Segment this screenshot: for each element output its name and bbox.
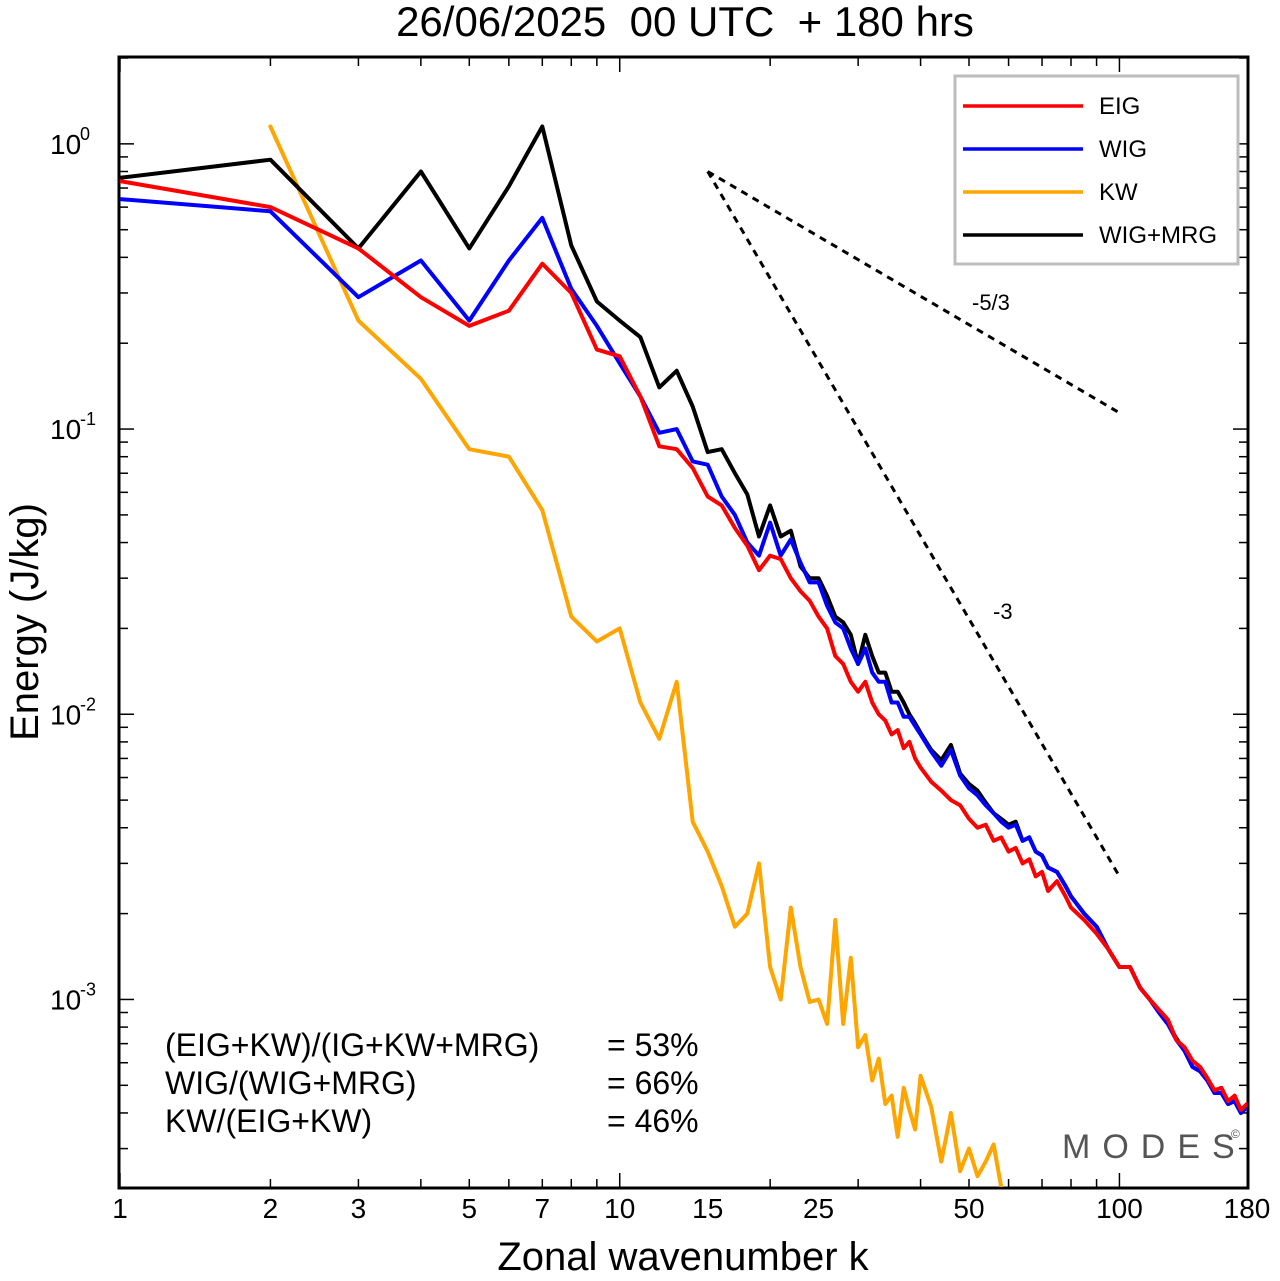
y-tick-label: 10-3 xyxy=(50,979,96,1015)
x-tick-label: 5 xyxy=(461,1193,477,1224)
y-tick-label-base: 10 xyxy=(50,699,81,730)
legend-label: WIG+MRG xyxy=(1099,222,1217,249)
reference-line-label: -5/3 xyxy=(972,290,1010,315)
y-tick-label-exponent: -1 xyxy=(80,409,96,429)
ratio-label: WIG/(WIG+MRG) xyxy=(165,1065,417,1101)
reference-line-slope xyxy=(706,170,1121,415)
y-tick-label-exponent: 0 xyxy=(80,124,90,144)
ratio-label: (EIG+KW)/(IG+KW+MRG) xyxy=(165,1027,539,1063)
reference-line-slope xyxy=(706,170,1121,878)
modes-logo: MODES © xyxy=(1062,1127,1247,1166)
series-line-wig xyxy=(120,197,1247,1115)
legend-label: EIG xyxy=(1099,93,1140,120)
y-tick-label-base: 10 xyxy=(50,414,81,445)
logo-copyright-mark: © xyxy=(1231,1127,1240,1141)
series-line-kw xyxy=(268,124,1004,1187)
legend-label: KW xyxy=(1099,179,1138,206)
ratio-value: = 46% xyxy=(607,1103,699,1139)
plot-frame xyxy=(117,55,1250,1190)
series-line-eig xyxy=(120,179,1247,1112)
y-tick-label-base: 10 xyxy=(50,984,81,1015)
ratio-label: KW/(EIG+KW) xyxy=(165,1103,372,1139)
x-tick-label: 100 xyxy=(1096,1193,1143,1224)
x-tick-label: 180 xyxy=(1224,1193,1271,1224)
x-axis-ticks: 1 2 3 5 7 10 15 25 50 100 180 xyxy=(112,58,1270,1224)
reference-slope-lines: -5/3 -3 xyxy=(706,170,1121,878)
ratio-annotations: (EIG+KW)/(IG+KW+MRG) = 53% WIG/(WIG+MRG) = … xyxy=(165,1027,699,1139)
chart-title: 26/06/2025 00 UTC + 180 hrs xyxy=(396,0,974,45)
legend-label: WIG xyxy=(1099,136,1147,163)
x-tick-label: 10 xyxy=(604,1193,635,1224)
x-tick-label: 15 xyxy=(692,1193,723,1224)
y-tick-label: 10-2 xyxy=(50,694,96,730)
ratio-value: = 53% xyxy=(607,1027,699,1063)
y-tick-label-exponent: -3 xyxy=(80,979,96,999)
ratio-value: = 66% xyxy=(607,1065,699,1101)
x-tick-label: 50 xyxy=(953,1193,984,1224)
y-axis-label: Energy (J/kg) xyxy=(3,503,47,741)
x-tick-label: 7 xyxy=(535,1193,551,1224)
x-tick-label: 25 xyxy=(803,1193,834,1224)
x-tick-label: 2 xyxy=(263,1193,279,1224)
reference-line-label: -3 xyxy=(993,599,1013,624)
legend: EIG WIG KW WIG+MRG xyxy=(953,74,1240,266)
series-layer xyxy=(120,124,1247,1187)
x-axis-label: Zonal wavenumber k xyxy=(497,1235,869,1279)
y-tick-label-exponent: -2 xyxy=(80,694,96,714)
y-tick-label-base: 10 xyxy=(50,129,81,160)
x-tick-label: 1 xyxy=(112,1193,128,1224)
series-line-wig-plus-mrg xyxy=(120,124,1247,1115)
logo-text: MODES xyxy=(1062,1128,1247,1166)
y-tick-label: 10-1 xyxy=(50,409,96,445)
x-tick-label: 3 xyxy=(351,1193,367,1224)
y-tick-label: 100 xyxy=(50,124,90,160)
